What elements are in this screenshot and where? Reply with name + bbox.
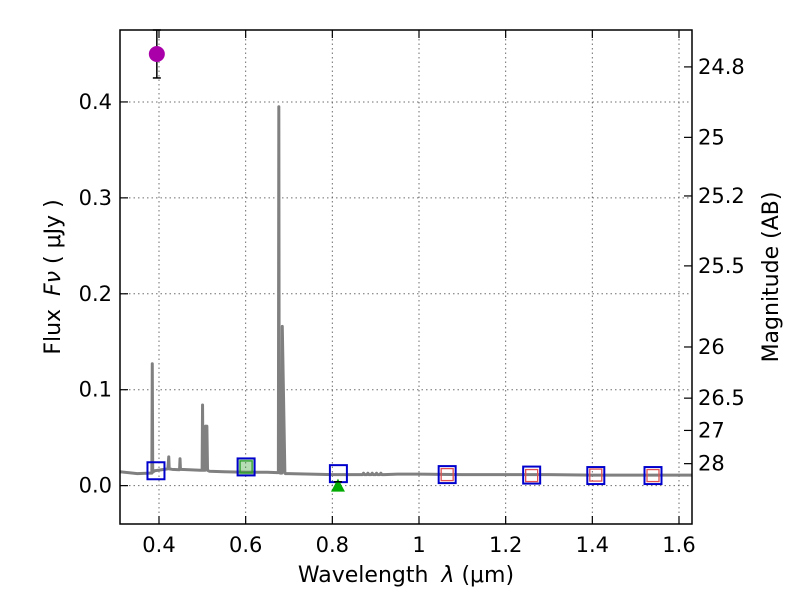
observed-flux-box bbox=[525, 468, 539, 483]
mag-tick-label: 24.8 bbox=[698, 55, 745, 79]
y-tick-label: 0.4 bbox=[79, 90, 112, 114]
ticks-layer: 0.4 0.6 0.8 1 1.2 1.4 1.6 0.0 0.1 0.2 0.3 0.4 24.8 25… bbox=[79, 30, 745, 557]
spectrum-layer bbox=[119, 105, 692, 477]
x-tick-label: 1.2 bbox=[489, 533, 522, 557]
mag-tick-label: 28 bbox=[698, 452, 725, 476]
model-flux-box bbox=[586, 466, 606, 486]
model-flux-box bbox=[437, 465, 457, 485]
mag-tick-label: 25 bbox=[698, 125, 725, 149]
x-tick-label: 1 bbox=[412, 533, 425, 557]
markers-layer bbox=[146, 29, 663, 492]
y-tick-label: 0.1 bbox=[79, 378, 112, 402]
x-tick-label: 0.4 bbox=[142, 533, 175, 557]
x-tick-label: 1.4 bbox=[576, 533, 609, 557]
observed-flux-box bbox=[589, 468, 603, 482]
x-tick-label: 1.6 bbox=[662, 533, 695, 557]
model-flux-box bbox=[146, 461, 166, 481]
y-tick-label: 0.2 bbox=[79, 282, 112, 306]
x-tick-label: 0.8 bbox=[316, 533, 349, 557]
y-axis-label: Flux Fν ( μJy ) bbox=[41, 199, 66, 354]
plot-frame bbox=[119, 29, 693, 525]
spectrum-line bbox=[119, 105, 692, 477]
detection-point bbox=[148, 45, 165, 62]
upper-limit-marker bbox=[330, 478, 345, 492]
y-tick-label: 0.0 bbox=[79, 474, 112, 498]
mag-tick-label: 25.2 bbox=[698, 184, 745, 208]
mag-tick-label: 27 bbox=[698, 418, 725, 442]
model-flux-box bbox=[643, 466, 663, 486]
y2-axis-label: Magnitude (AB) bbox=[759, 192, 784, 363]
y-tick-label: 0.3 bbox=[79, 186, 112, 210]
observed-flux-box bbox=[646, 468, 660, 483]
mag-tick-label: 25.5 bbox=[698, 254, 745, 278]
x-axis-label: Wavelength λ (μm) bbox=[298, 563, 514, 588]
grid-lines bbox=[120, 30, 692, 524]
observed-flux-box bbox=[239, 460, 253, 474]
mag-tick-label: 26 bbox=[698, 335, 725, 359]
x-tick-label: 0.6 bbox=[229, 533, 262, 557]
model-flux-box bbox=[236, 457, 256, 477]
mag-tick-label: 26.5 bbox=[698, 386, 745, 410]
observed-flux-box bbox=[440, 467, 454, 482]
model-flux-box bbox=[522, 465, 542, 485]
